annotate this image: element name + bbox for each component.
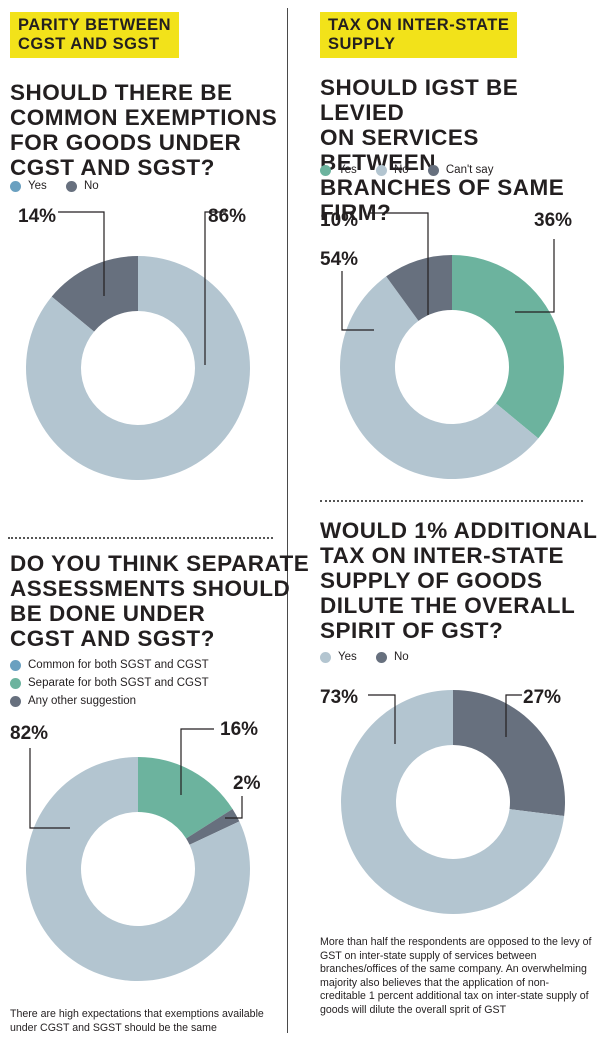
donut-slice-no bbox=[51, 256, 139, 332]
data-label: 2% bbox=[233, 773, 261, 794]
legend-label: No bbox=[393, 164, 409, 176]
leader-line bbox=[368, 694, 396, 744]
leader-line bbox=[341, 271, 374, 331]
legend-swatch bbox=[10, 659, 21, 671]
donut-chart-common-exemptions: 14% 86% bbox=[18, 206, 251, 480]
legend-label: Separate for both SGST and CGST bbox=[28, 677, 209, 689]
legend-item: Yes bbox=[10, 177, 47, 195]
legend-label: Can't say bbox=[445, 164, 494, 176]
donut-chart-igst-services: 36% 54% 10% bbox=[320, 210, 572, 480]
legend-swatch bbox=[320, 164, 331, 176]
legend-swatch bbox=[320, 651, 331, 663]
donut-slice-separate-for-both-sgst-and-cgst bbox=[138, 757, 233, 839]
legend-swatch bbox=[10, 677, 21, 689]
legend-item: No bbox=[375, 161, 409, 179]
question-separate-assessments: DO YOU THINK SEPARATE ASSESSMENTS SHOULD… bbox=[10, 551, 310, 651]
legend-swatch bbox=[65, 180, 77, 192]
legend-swatch bbox=[10, 180, 21, 192]
legend-item: Separate for both SGST and CGST bbox=[10, 674, 209, 692]
leader-line bbox=[204, 211, 226, 365]
leader-line bbox=[58, 211, 105, 296]
leader-line bbox=[515, 239, 555, 313]
legend-chart-1: Yes No bbox=[10, 177, 115, 195]
legend-chart-2: Yes No Can't say bbox=[320, 161, 509, 179]
leader-line bbox=[505, 694, 522, 737]
legend-chart-4: Yes No bbox=[320, 648, 425, 666]
legend-label: Yes bbox=[338, 164, 357, 176]
legend-item: No bbox=[375, 648, 409, 666]
leader-line bbox=[225, 796, 243, 819]
donut-slice-common-for-both-sgst-and-cgst bbox=[25, 757, 251, 982]
data-label: 36% bbox=[534, 210, 572, 231]
donut-chart-separate-assessments: 16% 2% 82% bbox=[10, 719, 261, 982]
donut-slice-no bbox=[340, 276, 539, 480]
note-inter-state-summary: More than half the respondents are oppos… bbox=[320, 936, 592, 1016]
donut-slice-yes bbox=[452, 255, 564, 439]
legend-item: Common for both SGST and CGST bbox=[10, 656, 209, 674]
donut-chart-additional-tax: 27% 73% bbox=[320, 687, 565, 915]
leader-line bbox=[370, 212, 429, 315]
section-badge-inter-state: TAX ON INTER-STATE SUPPLY bbox=[320, 12, 518, 58]
donut-slice-no bbox=[453, 690, 565, 817]
leader-line bbox=[180, 728, 214, 795]
legend-item: Any other suggestion bbox=[10, 692, 209, 710]
legend-label: No bbox=[83, 180, 99, 192]
legend-label: Any other suggestion bbox=[28, 695, 137, 707]
legend-label: Common for both SGST and CGST bbox=[28, 659, 209, 671]
legend-item: Yes bbox=[320, 648, 357, 666]
section-badge-parity: PARITY BETWEEN CGST AND SGST bbox=[10, 12, 180, 58]
data-label: 82% bbox=[10, 723, 48, 744]
data-label: 54% bbox=[320, 249, 358, 270]
data-label: 16% bbox=[220, 719, 258, 740]
question-common-exemptions: SHOULD THERE BE COMMON EXEMPTIONS FOR GO… bbox=[10, 80, 278, 180]
donut-slice-yes bbox=[25, 256, 251, 480]
legend-swatch bbox=[427, 164, 439, 176]
column-divider bbox=[287, 8, 288, 1033]
note-exemptions: There are high expectations that exempti… bbox=[10, 1008, 264, 1034]
data-label: 86% bbox=[208, 206, 246, 227]
data-label: 10% bbox=[320, 210, 358, 231]
legend-swatch bbox=[375, 651, 387, 663]
right-section-divider bbox=[320, 500, 583, 502]
data-label: 14% bbox=[18, 206, 56, 227]
data-label: 73% bbox=[320, 687, 358, 708]
leader-line bbox=[29, 748, 70, 829]
legend-chart-3: Common for both SGST and CGST Separate f… bbox=[10, 656, 209, 710]
question-additional-tax: WOULD 1% ADDITIONAL TAX ON INTER-STATE S… bbox=[320, 518, 598, 643]
left-section-divider bbox=[8, 537, 273, 539]
legend-item: No bbox=[65, 177, 99, 195]
legend-item: Can't say bbox=[427, 161, 494, 179]
legend-item: Yes bbox=[320, 161, 357, 179]
donut-slice-can-t-say bbox=[386, 255, 452, 321]
legend-label: Yes bbox=[338, 651, 357, 663]
donut-slice-yes bbox=[340, 690, 565, 915]
legend-swatch bbox=[10, 695, 21, 707]
legend-swatch bbox=[375, 164, 387, 176]
legend-label: No bbox=[393, 651, 409, 663]
data-label: 27% bbox=[523, 687, 561, 708]
legend-label: Yes bbox=[28, 180, 47, 192]
